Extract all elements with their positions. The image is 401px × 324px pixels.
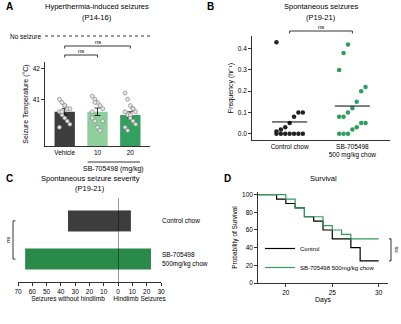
svg-text:40: 40 [57,288,65,295]
svg-text:0: 0 [249,279,253,286]
svg-text:(P19-21): (P19-21) [306,13,336,22]
svg-text:SB-705498 (mg/kg): SB-705498 (mg/kg) [83,165,144,173]
svg-text:40: 40 [246,244,254,251]
svg-text:60: 60 [29,288,37,295]
svg-text:10: 10 [129,288,137,295]
svg-text:Control chow: Control chow [162,217,200,224]
svg-text:Spontaneous seizure severity: Spontaneous seizure severity [41,174,140,183]
svg-text:ns: ns [5,237,11,243]
svg-text:20: 20 [246,262,254,269]
svg-text:Frequency (hr⁻¹): Frequency (hr⁻¹) [227,63,235,113]
svg-text:50: 50 [43,288,51,295]
svg-text:41: 41 [33,96,41,103]
svg-text:30: 30 [72,288,80,295]
svg-text:70: 70 [14,288,22,295]
svg-text:0.3: 0.3 [238,66,247,73]
svg-text:Survival: Survival [310,174,337,183]
svg-text:30: 30 [375,289,383,296]
svg-text:D: D [224,173,231,184]
svg-text:B: B [207,1,214,12]
svg-text:20: 20 [86,288,94,295]
svg-text:A: A [6,1,13,12]
svg-text:SB-705498500 mg/kg chow: SB-705498500 mg/kg chow [329,143,377,159]
svg-text:ns: ns [78,48,84,54]
svg-text:0.1: 0.1 [238,109,247,116]
svg-text:30: 30 [157,288,165,295]
svg-text:Spontaneous seizures: Spontaneous seizures [284,2,358,11]
svg-text:42: 42 [33,64,41,71]
svg-text:0: 0 [116,288,120,295]
svg-text:Vehicle: Vehicle [54,149,75,156]
svg-text:10: 10 [94,149,102,156]
svg-text:Probability of Survival: Probability of Survival [231,206,239,269]
svg-text:0.2: 0.2 [238,87,247,94]
svg-text:25: 25 [329,289,337,296]
svg-text:20: 20 [282,289,290,296]
svg-text:ns: ns [95,39,101,45]
svg-text:Days: Days [315,296,331,304]
svg-text:SB-705498 500mg/kg chow: SB-705498 500mg/kg chow [300,265,374,271]
svg-text:0.0: 0.0 [238,130,247,137]
svg-text:(P19-21): (P19-21) [75,184,105,193]
svg-text:Control chow: Control chow [271,143,309,150]
svg-text:100: 100 [242,191,253,198]
svg-text:80: 80 [246,209,254,216]
svg-text:20: 20 [143,288,151,295]
svg-text:(P14-16): (P14-16) [82,13,112,22]
svg-text:No seizure: No seizure [10,33,41,40]
svg-text:10: 10 [100,288,108,295]
svg-text:Control: Control [300,246,319,252]
svg-text:Hindlimb Seizures: Hindlimb Seizures [113,295,166,302]
svg-text:Seizures without hindlimb: Seizures without hindlimb [31,295,105,302]
svg-text:C: C [6,173,13,184]
svg-text:ns: ns [318,24,324,30]
svg-text:Hyperthermia-induced seizures: Hyperthermia-induced seizures [45,2,149,11]
svg-text:0.4: 0.4 [238,45,247,52]
svg-text:ns: ns [393,247,399,253]
svg-text:Seizure Temperature (°C): Seizure Temperature (°C) [22,64,30,143]
svg-text:SB-705498500mg/kg chow: SB-705498500mg/kg chow [162,251,208,267]
svg-text:20: 20 [127,149,135,156]
svg-text:60: 60 [246,226,254,233]
